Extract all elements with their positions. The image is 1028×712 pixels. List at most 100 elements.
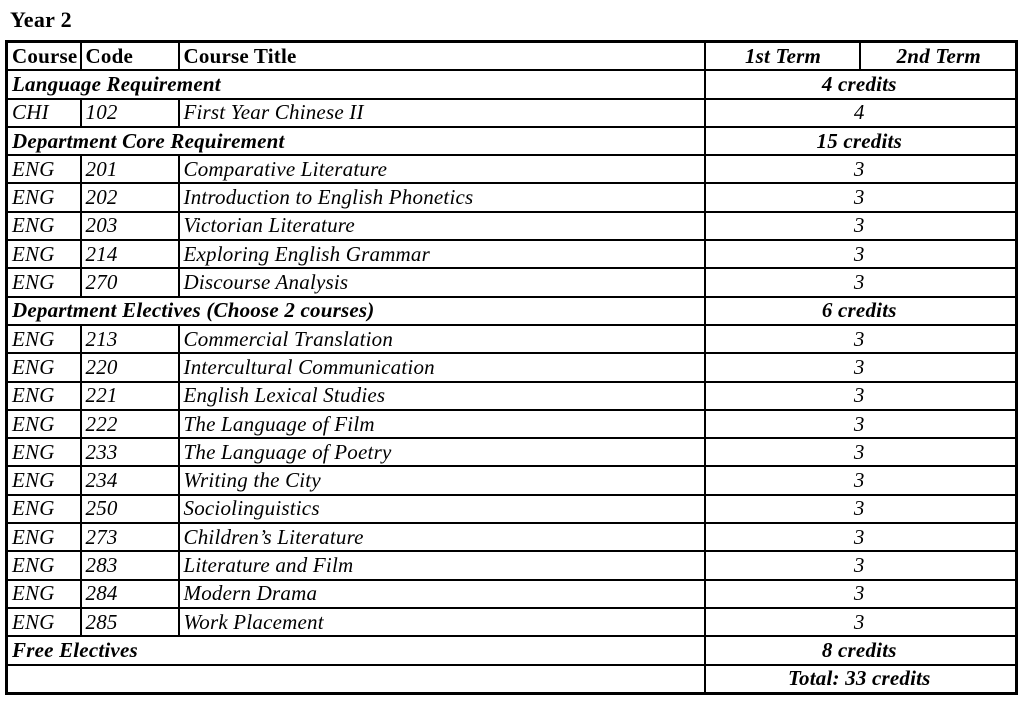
- course-row: ENG 283 Literature and Film 3: [5, 550, 1018, 581]
- course-row: ENG 222 The Language of Film 3: [5, 408, 1018, 440]
- term-credit-value-cell: 3: [703, 210, 1018, 242]
- course-row: ENG 285 Work Placement 3: [5, 606, 1018, 638]
- course-prefix-cell: ENG: [5, 352, 82, 383]
- course-prefix-cell: ENG: [5, 182, 82, 213]
- course-code-cell: 285: [79, 606, 180, 638]
- course-row: ENG 201 Comparative Literature 3: [5, 154, 1018, 185]
- course-code-cell: 273: [79, 522, 180, 553]
- col-header-title: Course Title: [177, 40, 706, 72]
- course-code-cell: 102: [79, 97, 180, 128]
- course-prefix-cell: ENG: [5, 606, 82, 638]
- term-credit-value-cell: 3: [703, 380, 1018, 411]
- term-credit-value-cell: 3: [703, 606, 1018, 638]
- col-header-code: Code: [79, 40, 180, 72]
- term-credit-value-cell: 3: [703, 352, 1018, 383]
- course-title-cell: The Language of Film: [177, 408, 706, 440]
- course-row: ENG 234 Writing the City 3: [5, 465, 1018, 496]
- course-title-cell: Sociolinguistics: [177, 493, 706, 525]
- course-prefix-cell: ENG: [5, 380, 82, 411]
- term-credit-value-cell: 3: [703, 550, 1018, 581]
- course-title-cell: First Year Chinese II: [177, 97, 706, 128]
- term-credit-value-cell: 3: [703, 408, 1018, 440]
- term-credit-value-cell: 3: [703, 465, 1018, 496]
- section-label-cell: Language Requirement: [5, 69, 706, 100]
- course-title-cell: Exploring English Grammar: [177, 239, 706, 270]
- course-prefix-cell: ENG: [5, 550, 82, 581]
- course-code-cell: 234: [79, 465, 180, 496]
- section-credits-cell: 8 credits: [703, 635, 1018, 666]
- total-empty-cell: [5, 663, 706, 695]
- term-credit-value-cell: 3: [703, 437, 1018, 468]
- course-table: Course Code Course Title 1st Term 2nd Te…: [5, 40, 1018, 695]
- course-title-cell: Victorian Literature: [177, 210, 706, 242]
- term-credit-value-cell: 3: [703, 267, 1018, 298]
- course-title-cell: Writing the City: [177, 465, 706, 496]
- section-label-cell: Free Electives: [5, 635, 706, 666]
- course-prefix-cell: ENG: [5, 239, 82, 270]
- course-code-cell: 250: [79, 493, 180, 525]
- term-credit-value-cell: 3: [703, 578, 1018, 609]
- page-title: Year 2: [10, 7, 72, 32]
- course-prefix-cell: ENG: [5, 408, 82, 440]
- section-row: Department Electives (Choose 2 courses) 6…: [5, 295, 1018, 326]
- course-prefix-cell: ENG: [5, 437, 82, 468]
- course-code-cell: 201: [79, 154, 180, 185]
- course-title-cell: Modern Drama: [177, 578, 706, 609]
- course-prefix-cell: ENG: [5, 210, 82, 242]
- term-credit-value-cell: 3: [703, 182, 1018, 213]
- term-credit-value-cell: 4: [703, 97, 1018, 128]
- course-row: ENG 270 Discourse Analysis 3: [5, 267, 1018, 298]
- course-prefix-cell: ENG: [5, 465, 82, 496]
- course-title-cell: Children’s Literature: [177, 522, 706, 553]
- course-row: ENG 203 Victorian Literature 3: [5, 210, 1018, 242]
- course-row: CHI 102 First Year Chinese II 4: [5, 97, 1018, 128]
- table-body: Language Requirement 4 credits CHI 102 First…: [5, 69, 1018, 695]
- course-prefix-cell: ENG: [5, 323, 82, 355]
- course-title-cell: Work Placement: [177, 606, 706, 638]
- course-row: ENG 220 Intercultural Communication 3: [5, 352, 1018, 383]
- section-row: Free Electives 8 credits: [5, 635, 1018, 666]
- course-row: ENG 250 Sociolinguistics 3: [5, 493, 1018, 525]
- course-row: ENG 202 Introduction to English Phonetics 3: [5, 182, 1018, 213]
- term-credit-value-cell: 3: [703, 239, 1018, 270]
- course-code-cell: 233: [79, 437, 180, 468]
- course-code-cell: 214: [79, 239, 180, 270]
- course-row: ENG 233 The Language of Poetry 3: [5, 437, 1018, 468]
- section-credits-cell: 15 credits: [703, 125, 1018, 157]
- term-credit-value-cell: 3: [703, 522, 1018, 553]
- course-code-cell: 213: [79, 323, 180, 355]
- term-credit-value-cell: 3: [703, 493, 1018, 525]
- course-code-cell: 284: [79, 578, 180, 609]
- course-row: ENG 221 English Lexical Studies 3: [5, 380, 1018, 411]
- total-row: Total: 33 credits: [5, 663, 1018, 695]
- term-credit-value-cell: 3: [703, 323, 1018, 355]
- section-label-cell: Department Core Requirement: [5, 125, 706, 157]
- section-credits-cell: 6 credits: [703, 295, 1018, 326]
- course-title-cell: English Lexical Studies: [177, 380, 706, 411]
- course-title-cell: Discourse Analysis: [177, 267, 706, 298]
- course-code-cell: 222: [79, 408, 180, 440]
- section-row: Department Core Requirement 15 credits: [5, 125, 1018, 157]
- section-credits-cell: 4 credits: [703, 69, 1018, 100]
- section-label-cell: Department Electives (Choose 2 courses): [5, 295, 706, 326]
- course-title-cell: Introduction to English Phonetics: [177, 182, 706, 213]
- course-prefix-cell: ENG: [5, 493, 82, 525]
- course-row: ENG 273 Children’s Literature 3: [5, 522, 1018, 553]
- course-code-cell: 270: [79, 267, 180, 298]
- course-title-cell: The Language of Poetry: [177, 437, 706, 468]
- col-header-course: Course: [5, 40, 82, 72]
- course-code-cell: 221: [79, 380, 180, 411]
- course-title-cell: Intercultural Communication: [177, 352, 706, 383]
- section-row: Language Requirement 4 credits: [5, 69, 1018, 100]
- course-prefix-cell: CHI: [5, 97, 82, 128]
- course-prefix-cell: ENG: [5, 154, 82, 185]
- course-code-cell: 202: [79, 182, 180, 213]
- course-row: ENG 213 Commercial Translation 3: [5, 323, 1018, 355]
- course-prefix-cell: ENG: [5, 578, 82, 609]
- course-prefix-cell: ENG: [5, 522, 82, 553]
- header-row: Course Code Course Title 1st Term 2nd Te…: [5, 40, 1018, 72]
- course-row: ENG 284 Modern Drama 3: [5, 578, 1018, 609]
- course-row: ENG 214 Exploring English Grammar 3: [5, 239, 1018, 270]
- course-title-cell: Commercial Translation: [177, 323, 706, 355]
